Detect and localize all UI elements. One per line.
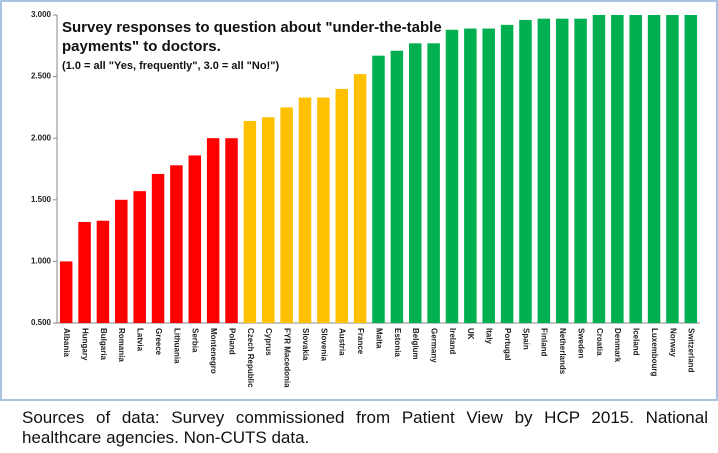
x-tick-label: Italy	[485, 328, 494, 345]
x-tick-label: Czech Republic	[246, 328, 255, 388]
bar	[519, 19, 532, 323]
x-tick-label: FYR Macedonia	[283, 328, 292, 388]
x-tick-label: Portugal	[503, 328, 512, 360]
bar	[115, 199, 128, 323]
bar	[243, 120, 257, 324]
x-tick-label: Romania	[117, 328, 126, 362]
x-tick-label: Austria	[338, 328, 347, 356]
bar	[96, 220, 110, 323]
x-tick-label: Estonia	[393, 328, 402, 357]
bar	[574, 18, 587, 324]
bar	[482, 28, 495, 323]
y-tick-label: 3.000	[31, 10, 52, 19]
x-tick-label: France	[356, 328, 365, 355]
bar	[537, 18, 551, 324]
x-tick-label: Albania	[62, 328, 71, 357]
bar	[151, 173, 165, 323]
caption: Sources of data: Survey commissioned fro…	[22, 408, 708, 447]
x-tick-label: Ireland	[448, 328, 457, 354]
x-tick-label: Switzerland	[687, 328, 696, 373]
bar	[206, 138, 220, 323]
x-tick-label: Hungary	[80, 328, 89, 361]
x-tick-label: Lithuania	[172, 328, 181, 364]
x-tick-label: Iceland	[632, 328, 641, 356]
chart-title: Survey responses to question about "unde…	[62, 19, 442, 55]
x-tick-label: Montenegro	[209, 328, 218, 374]
x-tick-label: Serbia	[191, 328, 200, 353]
bar	[500, 24, 514, 324]
x-tick-label: Germany	[430, 328, 439, 363]
x-tick-label: Latvia	[136, 328, 145, 352]
bar	[647, 15, 661, 323]
bar	[445, 29, 459, 324]
bar	[335, 88, 349, 323]
x-tick-label: Malta	[374, 328, 383, 349]
bar	[133, 191, 146, 323]
x-tick-label: Norway	[668, 328, 677, 357]
bar	[353, 74, 367, 323]
x-tick-label: Sweden	[576, 328, 585, 358]
bar	[298, 97, 312, 323]
bar	[59, 261, 73, 323]
bar	[611, 15, 624, 323]
bar	[427, 43, 440, 323]
x-tick-label: Greece	[154, 328, 163, 356]
bar	[555, 18, 569, 324]
y-tick-label: 2.000	[31, 133, 52, 142]
x-tick-label: Netherlands	[558, 328, 567, 375]
bar	[684, 15, 698, 323]
x-tick-label: Croatia	[595, 328, 604, 356]
bar	[170, 165, 183, 323]
x-tick-label: Slovenia	[319, 328, 328, 361]
x-tick-label: Finland	[540, 328, 549, 357]
x-tick-label: Poland	[227, 328, 236, 355]
bar	[390, 50, 404, 324]
bar	[464, 28, 477, 323]
x-tick-label: Slovakia	[301, 328, 310, 361]
chart: 0.500 1.000 1.500 2.000 2.500 3.000 Albania Hun…	[0, 0, 718, 401]
bar	[280, 107, 293, 324]
y-tick-label: 0.500	[31, 318, 52, 327]
bar	[666, 15, 679, 323]
x-tick-label: Luxembourg	[650, 328, 659, 377]
x-tick-label: Cyprus	[264, 328, 273, 356]
x-tick-label: Bulgaria	[99, 328, 108, 361]
y-tick-label: 1.000	[31, 257, 52, 266]
x-tick-label: Spain	[521, 328, 530, 350]
bar	[317, 97, 330, 323]
y-tick-label: 2.500	[31, 72, 52, 81]
bar	[372, 55, 385, 323]
bar	[262, 117, 275, 323]
bar	[592, 15, 606, 323]
chart-subtitle: (1.0 = all "Yes, frequently", 3.0 = all …	[62, 60, 280, 72]
bar	[408, 43, 422, 323]
x-tick-label: Belgium	[411, 328, 420, 360]
y-tick-label: 1.500	[31, 195, 52, 204]
x-tick-label: UK	[466, 328, 475, 340]
x-tick-label: Denmark	[613, 328, 622, 363]
bar	[188, 155, 202, 323]
bar	[225, 138, 238, 323]
bar	[78, 221, 91, 323]
bar	[629, 15, 642, 323]
